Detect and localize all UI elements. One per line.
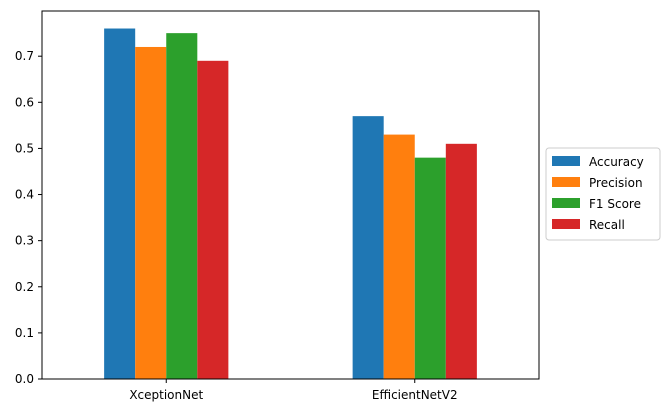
x-tick-label: EfficientNetV2: [372, 388, 458, 402]
y-tick-label: 0.5: [15, 141, 34, 155]
y-tick-label: 0.1: [15, 326, 34, 340]
y-tick-label: 0.6: [15, 95, 34, 109]
x-axis: XceptionNet EfficientNetV2: [129, 379, 458, 402]
y-axis: 0.0 0.1 0.2 0.3 0.4 0.5 0.6 0.7: [15, 49, 42, 386]
y-tick-label: 0.4: [15, 188, 34, 202]
legend-label: Precision: [589, 176, 643, 190]
legend-label: Accuracy: [589, 155, 644, 169]
bar-accuracy-xceptionnet: [104, 28, 136, 380]
legend-swatch: [552, 219, 580, 229]
bar-recall-xceptionnet: [197, 60, 229, 380]
y-tick-label: 0.7: [15, 49, 34, 63]
bar-recall-efficientnetv2: [445, 143, 477, 379]
x-tick-label: XceptionNet: [129, 388, 203, 402]
bars-group: [104, 28, 477, 380]
bar-accuracy-efficientnetv2: [352, 116, 384, 379]
y-tick-label: 0.0: [15, 372, 34, 386]
y-tick-label: 0.3: [15, 234, 34, 248]
legend-swatch: [552, 198, 580, 208]
plot-frame: [41, 10, 540, 380]
bar-f1-score-efficientnetv2: [414, 157, 446, 379]
bar-f1-score-xceptionnet: [166, 33, 198, 379]
legend-box: [545, 147, 661, 241]
bar-precision-efficientnetv2: [383, 134, 415, 379]
legend-label: F1 Score: [589, 197, 641, 211]
legend-swatch: [552, 156, 580, 166]
legend: Accuracy Precision F1 Score Recall: [545, 147, 661, 241]
legend-swatch: [552, 177, 580, 187]
y-tick-label: 0.2: [15, 280, 34, 294]
legend-label: Recall: [589, 218, 625, 232]
bar-precision-xceptionnet: [135, 46, 167, 379]
